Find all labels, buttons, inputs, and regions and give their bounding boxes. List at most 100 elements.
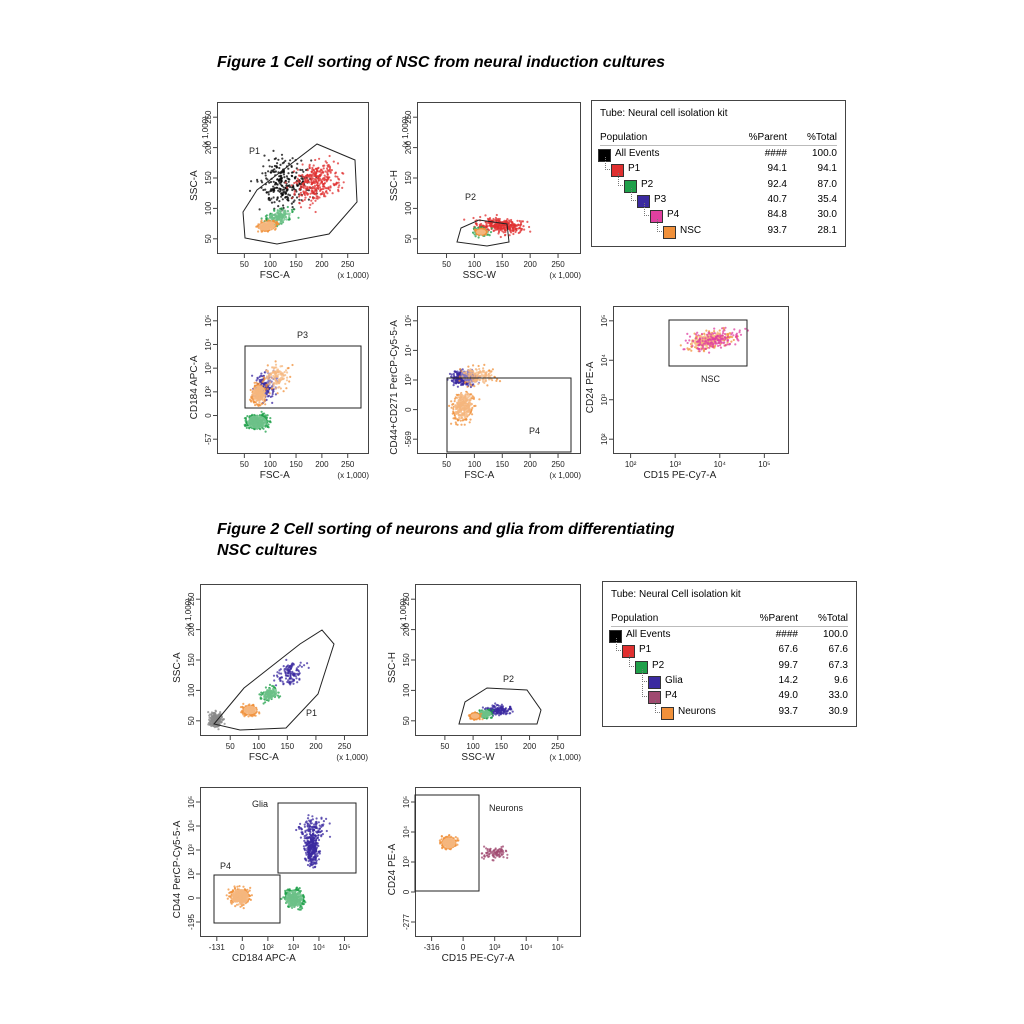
y-tick-label: -57 — [204, 433, 213, 445]
event-dot — [271, 223, 274, 226]
event-dot — [465, 418, 468, 421]
event-dot — [337, 188, 340, 191]
event-dot — [300, 194, 304, 197]
event-dot — [283, 371, 286, 374]
event-dot — [318, 196, 321, 199]
event-dot — [267, 690, 270, 693]
event-dot — [271, 214, 274, 217]
y-multiplier-label: (x 1,000) — [184, 598, 193, 630]
event-dot — [337, 177, 340, 180]
event-dot — [717, 332, 720, 335]
event-dot — [282, 186, 285, 189]
event-dot — [497, 232, 500, 235]
event-dot — [464, 407, 467, 410]
y-tick-label: 10⁵ — [600, 315, 609, 327]
event-dot — [719, 346, 723, 349]
event-dot — [246, 415, 249, 418]
event-dot — [473, 373, 476, 376]
event-dot — [259, 428, 262, 431]
x-tick-label: 150 — [496, 260, 510, 269]
event-dot — [251, 427, 254, 430]
event-dot — [703, 340, 706, 343]
event-dot — [277, 386, 280, 389]
event-dot — [310, 182, 313, 185]
event-dot — [246, 423, 249, 426]
event-dot — [465, 373, 468, 376]
event-dot — [296, 168, 299, 171]
event-dot — [244, 424, 247, 428]
event-dot — [286, 188, 289, 191]
event-dot — [257, 425, 260, 428]
event-dot — [497, 226, 500, 230]
event-dot — [452, 384, 455, 387]
event-dot — [261, 172, 264, 175]
event-dot — [469, 380, 472, 383]
event-dot — [468, 375, 471, 378]
x-multiplier-label: (x 1,000) — [549, 271, 581, 280]
event-dot — [326, 171, 329, 174]
gate-nsc — [668, 319, 748, 367]
event-dot — [298, 664, 301, 667]
event-dot — [279, 189, 282, 192]
event-dot — [261, 380, 264, 384]
event-dot — [457, 408, 460, 411]
event-dot — [250, 180, 253, 183]
event-dot — [457, 399, 460, 402]
event-dot — [463, 416, 467, 419]
event-dot — [219, 711, 222, 714]
density-core — [264, 362, 290, 390]
event-dot — [281, 680, 284, 683]
x-multiplier-label: (x 1,000) — [337, 271, 369, 280]
event-dot — [287, 218, 291, 221]
event-dot — [269, 421, 272, 424]
density-core — [243, 705, 257, 715]
y-tick-label: 10⁴ — [204, 338, 213, 351]
event-dot — [306, 188, 309, 191]
event-dot — [264, 171, 267, 175]
figure-2-title-line-1: Figure 2 Cell sorting of neurons and gli… — [217, 521, 675, 538]
event-dot — [490, 374, 493, 377]
event-dot — [287, 193, 290, 196]
event-dot — [710, 341, 713, 344]
event-dot — [268, 375, 272, 378]
event-dot — [281, 157, 284, 160]
event-dot — [299, 184, 302, 187]
event-dot — [494, 702, 497, 705]
y-tick-label: 10⁴ — [600, 354, 609, 367]
event-dot — [264, 425, 267, 428]
event-dot — [278, 166, 281, 170]
event-dot — [292, 662, 295, 665]
event-dot — [721, 334, 724, 337]
event-dot — [252, 705, 255, 708]
gate-p2 — [456, 219, 510, 247]
event-dot — [279, 163, 282, 166]
event-dot — [710, 338, 713, 341]
plot-fig1-cd15-cd24: NSC 10² 10³ 10⁴ 10⁵ 10² 10³ 10⁴ 10⁵ CD15 PE-Cy7-A… — [585, 306, 789, 481]
event-dot — [222, 718, 225, 721]
y-tick-label: 0 — [204, 413, 213, 418]
event-dot — [455, 393, 458, 396]
event-dot — [285, 658, 288, 661]
event-dot — [249, 710, 252, 713]
event-dot — [281, 376, 284, 379]
event-dot — [692, 340, 695, 343]
event-dot — [308, 181, 311, 184]
event-dot — [519, 229, 522, 232]
population-cloud — [272, 658, 310, 687]
event-dot — [266, 178, 269, 181]
event-dot — [495, 225, 498, 228]
event-dot — [480, 373, 483, 376]
x-tick-label: 100 — [264, 260, 278, 269]
event-dot — [472, 396, 475, 399]
event-dot — [469, 409, 473, 412]
event-dot — [497, 223, 500, 227]
event-dot — [522, 225, 525, 228]
event-dot — [275, 371, 278, 375]
event-dot — [698, 338, 701, 341]
event-dot — [312, 173, 315, 176]
event-dot — [488, 234, 491, 237]
event-dot — [325, 167, 329, 170]
event-dot — [268, 683, 272, 686]
event-dot — [270, 197, 273, 200]
